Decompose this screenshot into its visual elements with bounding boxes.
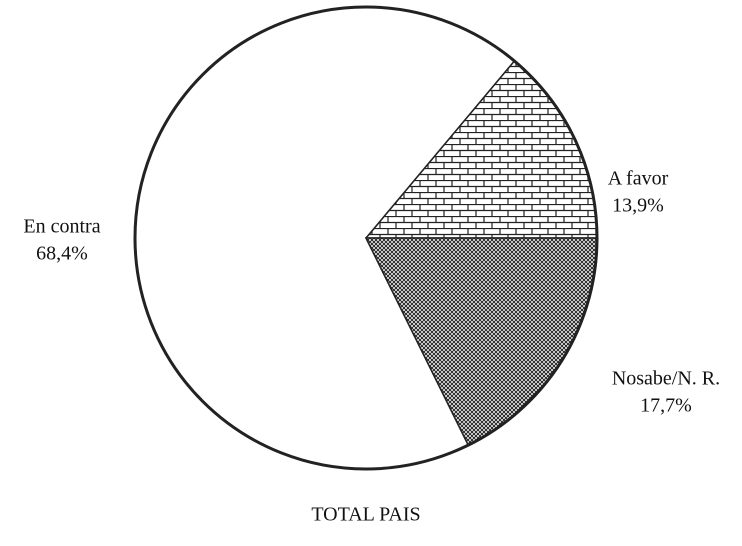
slice-value-label: 68,4% (36, 243, 88, 265)
slice-value-label: 17,7% (640, 395, 692, 417)
slice-label: Nosabe/N. R. (612, 368, 720, 390)
chart-title: TOTAL PAIS (311, 504, 420, 526)
slice-value-label: 13,9% (612, 195, 664, 217)
slice-label: En contra (23, 216, 100, 238)
slice-label: A favor (608, 168, 669, 190)
pie-outline (133, 5, 599, 471)
